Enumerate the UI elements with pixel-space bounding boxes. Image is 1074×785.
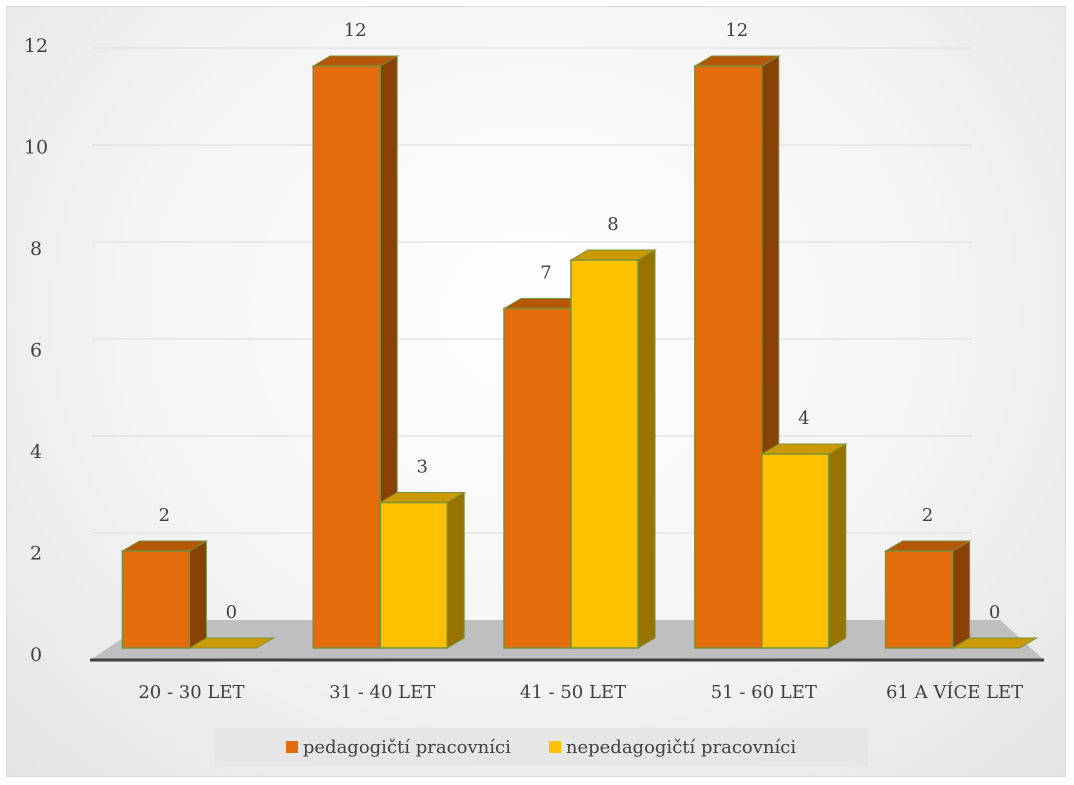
bar-1-2 xyxy=(569,249,657,649)
data-label: 3 xyxy=(416,457,427,478)
legend-item-series-1: nepedagogičtí pracovníci xyxy=(548,736,797,758)
bar-front-face xyxy=(694,65,763,649)
bar-side-face xyxy=(952,540,971,649)
data-labels: 2 0 12 3 7 8 12 4 2 0 xyxy=(159,20,1001,623)
data-label: 12 xyxy=(344,20,367,41)
bar-1-1 xyxy=(378,491,467,649)
y-tick-label: 12 xyxy=(24,35,48,57)
y-tick-label: 4 xyxy=(30,441,42,463)
y-tick-label: 2 xyxy=(30,543,42,565)
bar-front-face xyxy=(761,453,830,649)
bar-side-face xyxy=(828,443,847,649)
bar-front-face xyxy=(121,550,191,649)
bar-1-0 xyxy=(187,637,276,649)
y-tick-label: 0 xyxy=(30,644,42,666)
bar-top-face xyxy=(187,637,276,649)
bar-top-face xyxy=(950,637,1039,649)
bar-front-face xyxy=(570,259,639,649)
bar-1-3 xyxy=(759,443,848,649)
y-tick-label: 6 xyxy=(30,340,42,362)
data-label: 2 xyxy=(922,505,933,526)
bar-front-face xyxy=(503,307,572,649)
y-axis-ticks: 0 2 4 6 8 10 12 xyxy=(24,35,48,666)
legend: pedagogičtí pracovníci nepedagogičtí pra… xyxy=(214,728,868,766)
bar-front-face xyxy=(312,65,381,649)
category-label: 51 - 60 LET xyxy=(711,682,817,703)
data-label: 4 xyxy=(798,408,809,429)
y-tick-label: 10 xyxy=(24,137,48,159)
legend-item-series-0: pedagogičtí pracovníci xyxy=(285,736,511,758)
bar-side-face xyxy=(188,540,207,649)
data-label: 0 xyxy=(989,602,1000,623)
data-label: 2 xyxy=(159,505,170,526)
bar-front-face xyxy=(884,550,954,649)
bar-front-face xyxy=(379,501,448,649)
bar-side-face xyxy=(446,491,465,649)
data-label: 8 xyxy=(607,214,618,235)
bar-1-4 xyxy=(950,637,1039,649)
category-label: 31 - 40 LET xyxy=(329,682,435,703)
category-label: 61 A VÍCE LET xyxy=(886,680,1023,703)
bar-0-4 xyxy=(883,540,972,649)
data-label: 12 xyxy=(725,20,748,41)
category-label: 41 - 50 LET xyxy=(520,682,626,703)
bars xyxy=(120,55,1039,649)
data-label: 7 xyxy=(540,263,551,284)
legend-label-series-0: pedagogičtí pracovníci xyxy=(302,736,511,758)
y-tick-label: 8 xyxy=(30,238,42,260)
legend-swatch-series-1 xyxy=(548,741,561,753)
category-labels: 20 - 30 LET 31 - 40 LET 41 - 50 LET 51 - 60… xyxy=(138,680,1023,703)
bar-side-face xyxy=(637,249,656,649)
legend-label-series-1: nepedagogičtí pracovníci xyxy=(565,736,797,758)
category-label: 20 - 30 LET xyxy=(138,682,244,703)
legend-swatch-series-0 xyxy=(285,741,298,753)
bar-0-0 xyxy=(120,540,209,649)
data-label: 0 xyxy=(226,602,237,623)
